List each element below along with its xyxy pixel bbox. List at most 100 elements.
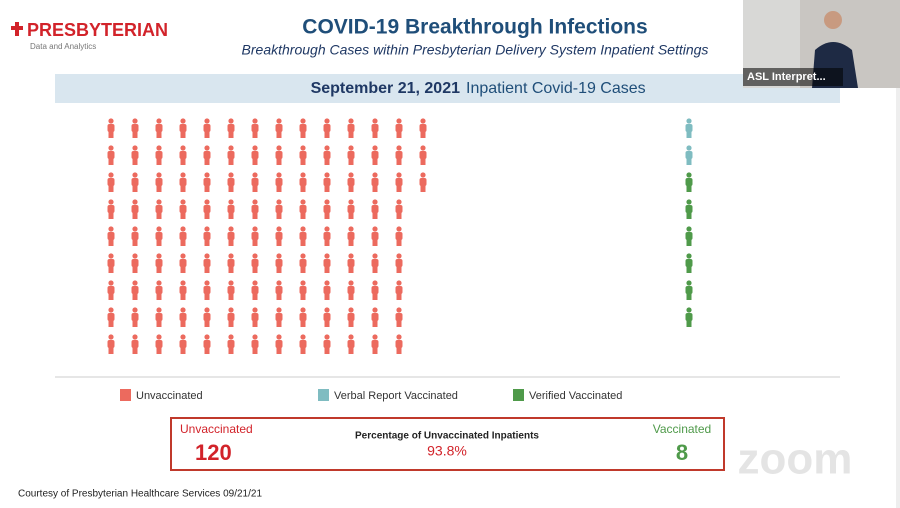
icon-legs <box>132 347 138 354</box>
icon-body <box>419 178 427 186</box>
icon-head <box>324 199 330 205</box>
icon-legs <box>420 158 426 165</box>
icon-head <box>156 199 162 205</box>
icon-legs <box>348 185 354 192</box>
person-icon <box>685 172 693 192</box>
icon-body <box>251 340 259 348</box>
person-icon <box>347 172 355 192</box>
icon-head <box>300 334 306 340</box>
icon-head <box>276 226 282 232</box>
icon-body <box>275 124 283 132</box>
icon-legs <box>420 131 426 138</box>
icon-head <box>686 145 692 151</box>
icon-legs <box>132 239 138 246</box>
person-icon <box>275 145 283 165</box>
person-icon <box>179 307 187 327</box>
icon-legs <box>204 239 210 246</box>
icon-head <box>108 253 114 259</box>
icon-legs <box>686 239 692 246</box>
person-icon <box>131 253 139 273</box>
icon-legs <box>228 158 234 165</box>
person-icon <box>203 172 211 192</box>
person-icon <box>107 253 115 273</box>
icon-legs <box>228 320 234 327</box>
person-icon <box>299 199 307 219</box>
icon-head <box>348 199 354 205</box>
icon-head <box>156 226 162 232</box>
icon-head <box>252 145 258 151</box>
person-icon <box>299 334 307 354</box>
icon-body <box>179 286 187 294</box>
person-icon <box>227 118 235 138</box>
person-icon <box>323 253 331 273</box>
icon-legs <box>276 185 282 192</box>
icon-body <box>299 178 307 186</box>
icon-legs <box>252 185 258 192</box>
person-icon <box>107 199 115 219</box>
person-icon <box>203 145 211 165</box>
icon-head <box>204 226 210 232</box>
person-icon <box>395 307 403 327</box>
person-icon <box>323 280 331 300</box>
icon-body <box>227 313 235 321</box>
icon-head <box>686 226 692 232</box>
icon-body <box>323 259 331 267</box>
icon-body <box>299 286 307 294</box>
icon-head <box>108 199 114 205</box>
icon-body <box>131 205 139 213</box>
person-icon <box>395 199 403 219</box>
icon-legs <box>420 185 426 192</box>
icon-legs <box>686 158 692 165</box>
icon-body <box>227 259 235 267</box>
icon-head <box>372 199 378 205</box>
icon-legs <box>228 293 234 300</box>
icon-body <box>131 232 139 240</box>
icon-legs <box>204 212 210 219</box>
icon-legs <box>372 239 378 246</box>
icon-legs <box>396 212 402 219</box>
person-icon <box>179 253 187 273</box>
icon-legs <box>156 158 162 165</box>
icon-head <box>252 118 258 124</box>
icon-legs <box>180 212 186 219</box>
icon-legs <box>156 131 162 138</box>
icon-body <box>107 286 115 294</box>
icon-head <box>324 253 330 259</box>
icon-legs <box>252 320 258 327</box>
icon-body <box>155 232 163 240</box>
icon-head <box>108 334 114 340</box>
icon-body <box>179 124 187 132</box>
footer-credit: Courtesy of Presbyterian Healthcare Serv… <box>18 489 262 500</box>
person-icon <box>347 280 355 300</box>
icon-head <box>228 145 234 151</box>
person-icon <box>419 145 427 165</box>
icon-body <box>227 232 235 240</box>
icon-legs <box>228 131 234 138</box>
person-icon <box>347 307 355 327</box>
icon-body <box>275 205 283 213</box>
icon-legs <box>276 212 282 219</box>
icon-body <box>371 340 379 348</box>
icon-head <box>156 307 162 313</box>
icon-head <box>372 118 378 124</box>
person-icon <box>107 118 115 138</box>
icon-legs <box>396 293 402 300</box>
legend-label: Unvaccinated <box>136 390 203 402</box>
icon-legs <box>252 347 258 354</box>
icon-legs <box>300 239 306 246</box>
icon-head <box>132 334 138 340</box>
legend-swatch <box>318 389 329 401</box>
icon-legs <box>300 212 306 219</box>
icon-legs <box>686 266 692 273</box>
icon-legs <box>276 320 282 327</box>
icon-legs <box>132 131 138 138</box>
icon-legs <box>300 131 306 138</box>
icon-legs <box>204 185 210 192</box>
icon-head <box>228 253 234 259</box>
icon-body <box>251 232 259 240</box>
icon-legs <box>396 158 402 165</box>
legend-swatch <box>513 389 524 401</box>
person-icon <box>347 199 355 219</box>
person-icon <box>131 145 139 165</box>
person-icon <box>155 280 163 300</box>
